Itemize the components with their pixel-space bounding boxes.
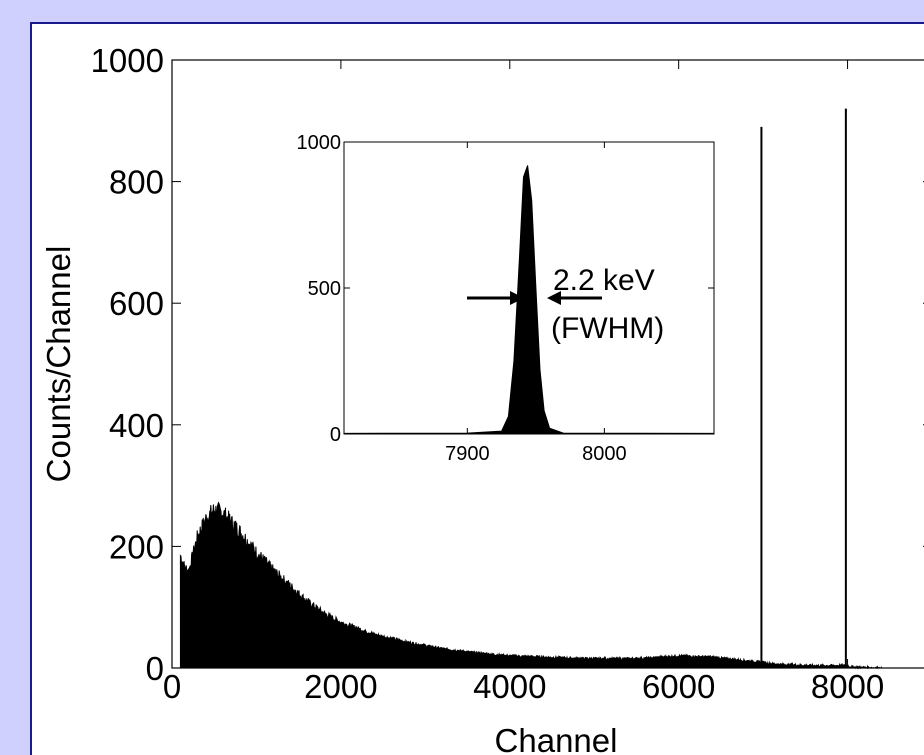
main-y-tick-label: 600 xyxy=(109,285,164,322)
fwhm-value-annotation: 2.2 keV xyxy=(553,264,655,297)
fwhm-right-arrowhead xyxy=(547,291,561,305)
inset-x-tick-label: 7900 xyxy=(445,443,490,465)
fwhm-left-arrowhead xyxy=(510,291,524,305)
fwhm-label-annotation: (FWHM) xyxy=(551,312,664,345)
main-y-tick-label: 200 xyxy=(109,528,164,565)
y-axis-label: Counts/Channel xyxy=(40,246,77,483)
main-y-tick-label: 1000 xyxy=(91,42,164,79)
main-y-tick-label: 800 xyxy=(109,164,164,201)
main-x-tick-label: 2000 xyxy=(304,668,377,705)
main-x-tick-label: 8000 xyxy=(811,668,884,705)
main-x-tick-labels: 0 2000 4000 6000 8000 xyxy=(163,668,884,705)
inset-y-tick-label: 0 xyxy=(330,424,341,446)
x-axis-label: Channel xyxy=(495,722,618,755)
main-y-tick-labels: 0 200 400 600 800 1000 xyxy=(91,42,164,687)
inset-y-tick-labels: 0 500 1000 xyxy=(297,132,342,446)
main-y-tick-label: 0 xyxy=(146,650,164,687)
main-spectrum-area xyxy=(179,501,882,670)
main-x-tick-label: 4000 xyxy=(473,668,546,705)
inset-x-tick-labels: 7900 8000 xyxy=(445,443,627,465)
main-y-tick-label: 400 xyxy=(109,407,164,444)
inset-spectrum-area xyxy=(343,165,715,435)
inset-y-tick-label: 500 xyxy=(308,278,341,300)
main-x-tick-label: 6000 xyxy=(642,668,715,705)
inset-y-tick-label: 1000 xyxy=(297,132,342,154)
inset-axis-ticks xyxy=(344,141,714,435)
inset-x-tick-label: 8000 xyxy=(582,443,627,465)
main-axis-ticks xyxy=(171,59,924,669)
fwhm-arrows xyxy=(467,291,602,305)
main-x-tick-label: 0 xyxy=(163,668,181,705)
